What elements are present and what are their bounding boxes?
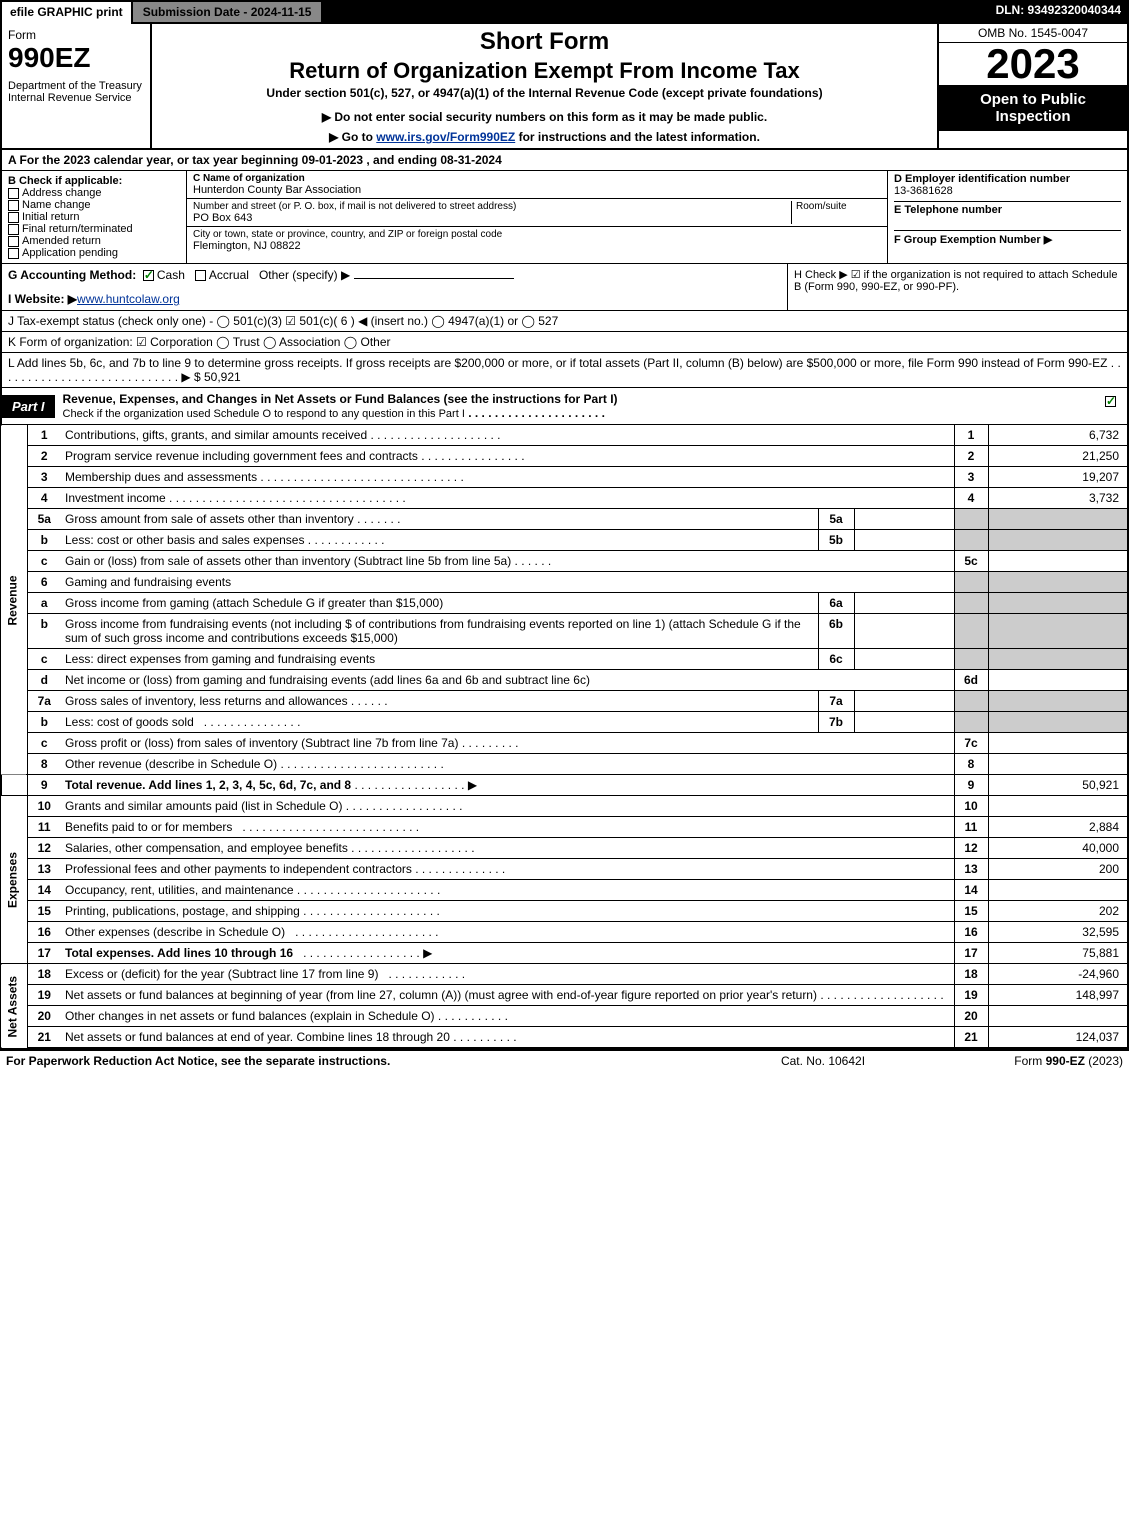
val-2: 21,250 bbox=[988, 446, 1128, 467]
efile-label[interactable]: efile GRAPHIC print bbox=[0, 0, 131, 24]
chk-name-change[interactable]: Name change bbox=[8, 199, 180, 211]
chk-schedule-o[interactable] bbox=[1105, 396, 1116, 407]
room-suite: Room/suite bbox=[791, 201, 881, 224]
section-h: H Check ▶ ☑ if the organization is not r… bbox=[787, 264, 1127, 310]
part1-header: Part I Revenue, Expenses, and Changes in… bbox=[0, 388, 1129, 425]
group-exemption-label: F Group Exemption Number ▶ bbox=[894, 230, 1121, 246]
open-public: Open to Public Inspection bbox=[939, 85, 1127, 131]
side-netassets: Net Assets bbox=[1, 964, 27, 1049]
side-revenue: Revenue bbox=[1, 425, 27, 775]
ein-value: 13-3681628 bbox=[894, 185, 1121, 197]
ein-label: D Employer identification number bbox=[894, 173, 1121, 185]
section-l: L Add lines 5b, 6c, and 7b to line 9 to … bbox=[0, 353, 1129, 388]
chk-address-change[interactable]: Address change bbox=[8, 187, 180, 199]
cat-no: Cat. No. 10642I bbox=[723, 1054, 923, 1068]
website-row: I Website: ▶www.huntcolaw.org bbox=[8, 292, 781, 306]
footer: For Paperwork Reduction Act Notice, see … bbox=[0, 1049, 1129, 1071]
gross-receipts: 50,921 bbox=[204, 370, 241, 384]
val-4: 3,732 bbox=[988, 488, 1128, 509]
section-c: C Name of organization Hunterdon County … bbox=[187, 171, 887, 263]
section-b: B Check if applicable: Address change Na… bbox=[2, 171, 187, 263]
ssn-note: ▶ Do not enter social security numbers o… bbox=[156, 110, 933, 124]
org-name: Hunterdon County Bar Association bbox=[193, 184, 881, 196]
section-def: D Employer identification number 13-3681… bbox=[887, 171, 1127, 263]
chk-accrual[interactable] bbox=[195, 270, 206, 281]
dln-label: DLN: 93492320040344 bbox=[988, 0, 1129, 24]
top-bar: efile GRAPHIC print Submission Date - 20… bbox=[0, 0, 1129, 24]
short-form-title: Short Form bbox=[156, 28, 933, 56]
form-number: 990EZ bbox=[8, 42, 144, 74]
website-link[interactable]: www.huntcolaw.org bbox=[77, 292, 180, 306]
goto-note: ▶ Go to www.irs.gov/Form990EZ for instru… bbox=[156, 130, 933, 144]
side-expenses: Expenses bbox=[1, 796, 27, 964]
chk-application-pending[interactable]: Application pending bbox=[8, 247, 180, 259]
section-bcdef: B Check if applicable: Address change Na… bbox=[0, 171, 1129, 264]
val-12: 40,000 bbox=[988, 838, 1128, 859]
form-header: Form 990EZ Department of the Treasury In… bbox=[0, 24, 1129, 150]
phone-label: E Telephone number bbox=[894, 201, 1121, 216]
val-1: 6,732 bbox=[988, 425, 1128, 446]
section-a: A For the 2023 calendar year, or tax yea… bbox=[0, 150, 1129, 171]
chk-final-return[interactable]: Final return/terminated bbox=[8, 223, 180, 235]
chk-cash[interactable] bbox=[143, 270, 154, 281]
paperwork-notice: For Paperwork Reduction Act Notice, see … bbox=[6, 1054, 723, 1068]
val-9: 50,921 bbox=[988, 775, 1128, 796]
val-17: 75,881 bbox=[988, 943, 1128, 964]
department-label: Department of the Treasury Internal Reve… bbox=[8, 80, 144, 104]
org-address: PO Box 643 bbox=[193, 212, 791, 224]
section-j: J Tax-exempt status (check only one) - ◯… bbox=[0, 311, 1129, 332]
org-city: Flemington, NJ 08822 bbox=[193, 240, 881, 252]
val-13: 200 bbox=[988, 859, 1128, 880]
val-15: 202 bbox=[988, 901, 1128, 922]
val-3: 19,207 bbox=[988, 467, 1128, 488]
chk-initial-return[interactable]: Initial return bbox=[8, 211, 180, 223]
part1-tab: Part I bbox=[2, 395, 55, 418]
subtitle: Under section 501(c), 527, or 4947(a)(1)… bbox=[156, 86, 933, 100]
val-16: 32,595 bbox=[988, 922, 1128, 943]
val-11: 2,884 bbox=[988, 817, 1128, 838]
tax-year: 2023 bbox=[939, 43, 1127, 85]
submission-date: Submission Date - 2024-11-15 bbox=[131, 0, 324, 24]
irs-link[interactable]: www.irs.gov/Form990EZ bbox=[376, 130, 515, 144]
val-18: -24,960 bbox=[988, 964, 1128, 985]
phone-value bbox=[894, 216, 1121, 230]
form-ref: Form 990-EZ (2023) bbox=[923, 1054, 1123, 1068]
section-k: K Form of organization: ☑ Corporation ◯ … bbox=[0, 332, 1129, 353]
return-title: Return of Organization Exempt From Incom… bbox=[156, 58, 933, 84]
chk-amended-return[interactable]: Amended return bbox=[8, 235, 180, 247]
val-21: 124,037 bbox=[988, 1027, 1128, 1049]
accounting-method: G Accounting Method: Cash Accrual Other … bbox=[8, 268, 781, 282]
section-gh: G Accounting Method: Cash Accrual Other … bbox=[0, 264, 1129, 311]
val-19: 148,997 bbox=[988, 985, 1128, 1006]
form-word: Form bbox=[8, 28, 144, 42]
lines-table: Revenue 1 Contributions, gifts, grants, … bbox=[0, 425, 1129, 1049]
